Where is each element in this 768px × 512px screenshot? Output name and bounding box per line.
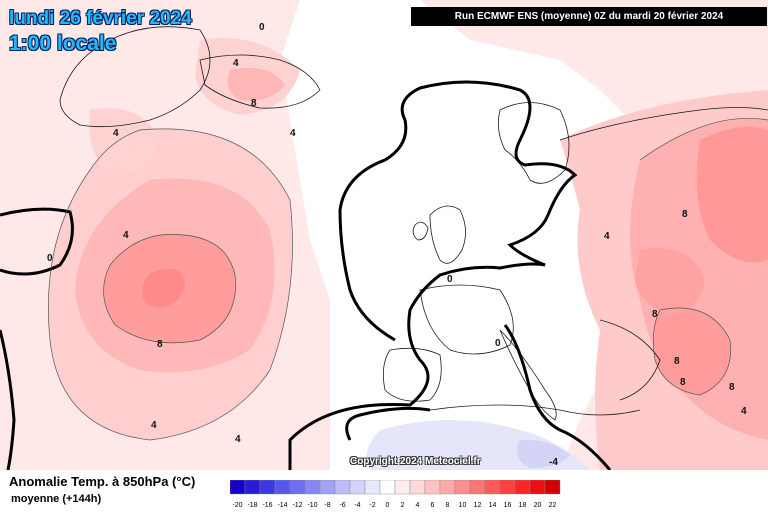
scale-tick-label: -12 <box>292 502 302 509</box>
contour-label: 8 <box>157 339 163 350</box>
scale-tick-label: 12 <box>474 502 482 509</box>
zero-zone <box>280 0 640 470</box>
scale-swatch <box>499 480 516 495</box>
contour-label: 4 <box>151 420 157 431</box>
scale-swatch <box>364 480 381 495</box>
scale-swatch <box>304 480 321 495</box>
scale-tick-label: -8 <box>324 502 330 509</box>
legend-title: Anomalie Temp. à 850hPa (°C) <box>9 474 196 489</box>
contour-labels: 0 4 8 4 4 8 4 0 8 4 8 8 8 0 0 8 4 4 4 -4 <box>47 22 747 468</box>
zero-contour-lines <box>0 80 612 470</box>
contour-label: 8 <box>682 209 688 220</box>
scale-tick-label: -14 <box>277 502 287 509</box>
north-anomaly-core <box>227 67 285 101</box>
scale-swatch <box>230 480 246 495</box>
contour-label: 4 <box>235 434 241 445</box>
copyright-text: Copyright 2024 Meteociel.fr <box>350 456 481 467</box>
balkan-anomaly-8 <box>653 308 731 395</box>
scale-swatch <box>274 480 291 495</box>
anomaly-contour-lines <box>48 117 768 441</box>
scale-tick-label: 2 <box>401 502 405 509</box>
legend-subtitle: moyenne (+144h) <box>11 493 102 505</box>
forecast-date: lundi 26 février 2024 <box>9 8 192 29</box>
scale-tick-label: 18 <box>519 502 527 509</box>
contour-label: 0 <box>47 253 53 264</box>
scale-swatch <box>544 480 561 495</box>
scale-tick-label: -4 <box>354 502 360 509</box>
contour-label: 4 <box>604 231 610 242</box>
contour-label: 4 <box>741 406 747 417</box>
scale-swatch <box>334 480 351 495</box>
scale-swatch <box>484 480 501 495</box>
color-scale: -20 -18 -16 -14 -12 -10 -8 -6 -4 -2 0 2 4 6 8 10 12 14 16 1… <box>230 480 561 509</box>
scale-swatch <box>244 480 261 495</box>
scale-swatch <box>424 480 441 495</box>
scale-tick-label: -20 <box>232 502 242 509</box>
run-banner: Run ECMWF ENS (moyenne) 0Z du mardi 20 f… <box>411 7 767 26</box>
atlantic-anomaly-10 <box>141 269 185 308</box>
scale-swatch <box>379 480 396 495</box>
contour-label: 4 <box>233 58 239 69</box>
balkan-anomaly-8b <box>635 248 705 315</box>
contour-label: 8 <box>729 382 735 393</box>
scale-tick-label: 6 <box>431 502 435 509</box>
scale-tick-label: 4 <box>416 502 420 509</box>
contour-label: 8 <box>251 98 257 109</box>
contour-label: 0 <box>495 338 501 349</box>
scale-swatch <box>319 480 336 495</box>
scale-swatch <box>529 480 546 495</box>
scale-tick-label: 22 <box>549 502 557 509</box>
negative-zone-core <box>516 439 570 468</box>
scale-tick-label: 10 <box>459 502 467 509</box>
east-anomaly-8 <box>696 126 768 263</box>
scale-swatch <box>394 480 411 495</box>
scale-swatch <box>454 480 471 495</box>
scale-tick-label: 8 <box>446 502 450 509</box>
contour-label: 0 <box>447 274 453 285</box>
scale-tick-label: 16 <box>504 502 512 509</box>
scale-swatch <box>289 480 306 495</box>
contour-label: 8 <box>680 377 686 388</box>
forecast-time: 1:00 locale <box>9 32 117 55</box>
contour-label: 4 <box>113 128 119 139</box>
scale-swatch <box>469 480 486 495</box>
contour-label: 4 <box>123 230 129 241</box>
scale-tick-label: -2 <box>369 502 375 509</box>
scale-tick-label: -6 <box>339 502 345 509</box>
scale-tick-label: -18 <box>247 502 257 509</box>
scale-tick-label: -10 <box>307 502 317 509</box>
scale-swatch <box>349 480 366 495</box>
scale-tick-label: -16 <box>262 502 272 509</box>
scale-tick-label: 20 <box>534 502 542 509</box>
scale-tick-label: 14 <box>489 502 497 509</box>
contour-label: 8 <box>652 309 658 320</box>
greenland-anomaly <box>89 108 160 175</box>
scale-tick-label: 0 <box>386 502 390 509</box>
contour-label: 8 <box>674 356 680 367</box>
scale-swatch <box>409 480 426 495</box>
contour-label: -4 <box>549 457 558 468</box>
contour-label: 0 <box>259 22 265 33</box>
scale-swatch <box>514 480 531 495</box>
scale-swatch <box>439 480 456 495</box>
anomaly-map: 0 4 8 4 4 8 4 0 8 4 8 8 8 0 0 8 4 4 4 -4 <box>0 0 768 470</box>
contour-label: 4 <box>290 128 296 139</box>
scale-swatch <box>259 480 276 495</box>
